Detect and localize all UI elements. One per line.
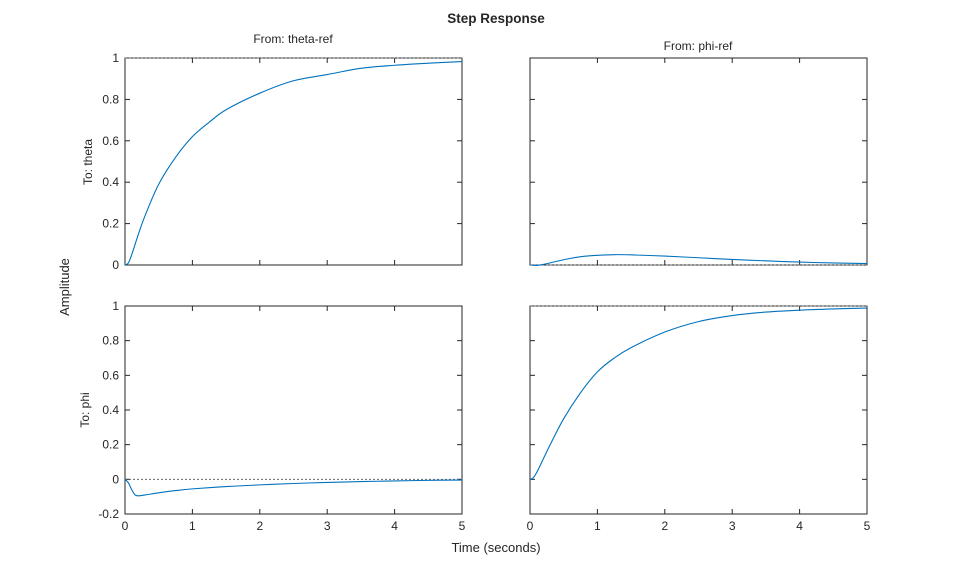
axes-box xyxy=(124,57,463,266)
y-tick-label: 0.8 xyxy=(102,92,119,106)
y-tick-label: 1 xyxy=(112,299,119,313)
y-axis-label: Amplitude xyxy=(57,258,72,316)
x-tick-label: 3 xyxy=(729,519,736,533)
y-tick-label: 0.2 xyxy=(102,438,119,452)
axes-box xyxy=(529,57,868,266)
column-label-phi-ref: From: phi-ref xyxy=(664,39,733,53)
x-tick-label: 5 xyxy=(864,519,871,533)
y-tick-label: 1 xyxy=(112,51,119,65)
x-tick-label: 4 xyxy=(796,519,803,533)
y-tick-label: 0.6 xyxy=(102,134,119,148)
x-tick-label: 2 xyxy=(661,519,668,533)
y-tick-label: 0.2 xyxy=(102,217,119,231)
y-tick-label: 0.4 xyxy=(102,175,119,189)
row-label-to-phi: To: phi xyxy=(78,392,92,427)
column-label-theta-ref: From: theta-ref xyxy=(253,32,333,46)
subplot-1-1: 0 1 2 3 4 5 xyxy=(527,305,871,533)
axes-box xyxy=(529,305,868,515)
x-tick-label: 3 xyxy=(324,519,331,533)
response-line xyxy=(124,60,463,266)
x-tick-label: 0 xyxy=(122,519,129,533)
response-line xyxy=(124,478,463,497)
x-tick-label: 4 xyxy=(391,519,398,533)
subplot-1-0: 0 1 2 3 4 5-0.200.20.40.60.81 xyxy=(98,299,465,533)
x-tick-label: 0 xyxy=(527,519,534,533)
y-tick-label: 0 xyxy=(112,258,119,272)
y-tick-label: -0.2 xyxy=(98,507,119,521)
chart-title: Step Response xyxy=(447,11,545,26)
x-tick-label: 1 xyxy=(594,519,601,533)
x-tick-label: 2 xyxy=(256,519,263,533)
subplot-0-0: 0 0.2 0.4 0.6 0.8 1 xyxy=(102,51,463,272)
y-tick-label: 0.8 xyxy=(102,334,119,348)
axes-box xyxy=(124,305,463,515)
y-tick-label: 0 xyxy=(112,472,119,486)
x-axis-label: Time (seconds) xyxy=(451,540,540,555)
subplot-0-1 xyxy=(529,57,868,266)
x-tick-label: 1 xyxy=(189,519,196,533)
row-label-to-theta: To: theta xyxy=(81,139,95,185)
y-tick-label: 0.4 xyxy=(102,403,119,417)
y-tick-label: 0.6 xyxy=(102,368,119,382)
response-line xyxy=(529,307,868,480)
x-tick-label: 5 xyxy=(459,519,466,533)
response-line xyxy=(529,254,868,266)
subplot-grid: 00.20.40.60.810 1 2 3 4 5-0.200.20.40.60.810 1… xyxy=(98,51,870,533)
